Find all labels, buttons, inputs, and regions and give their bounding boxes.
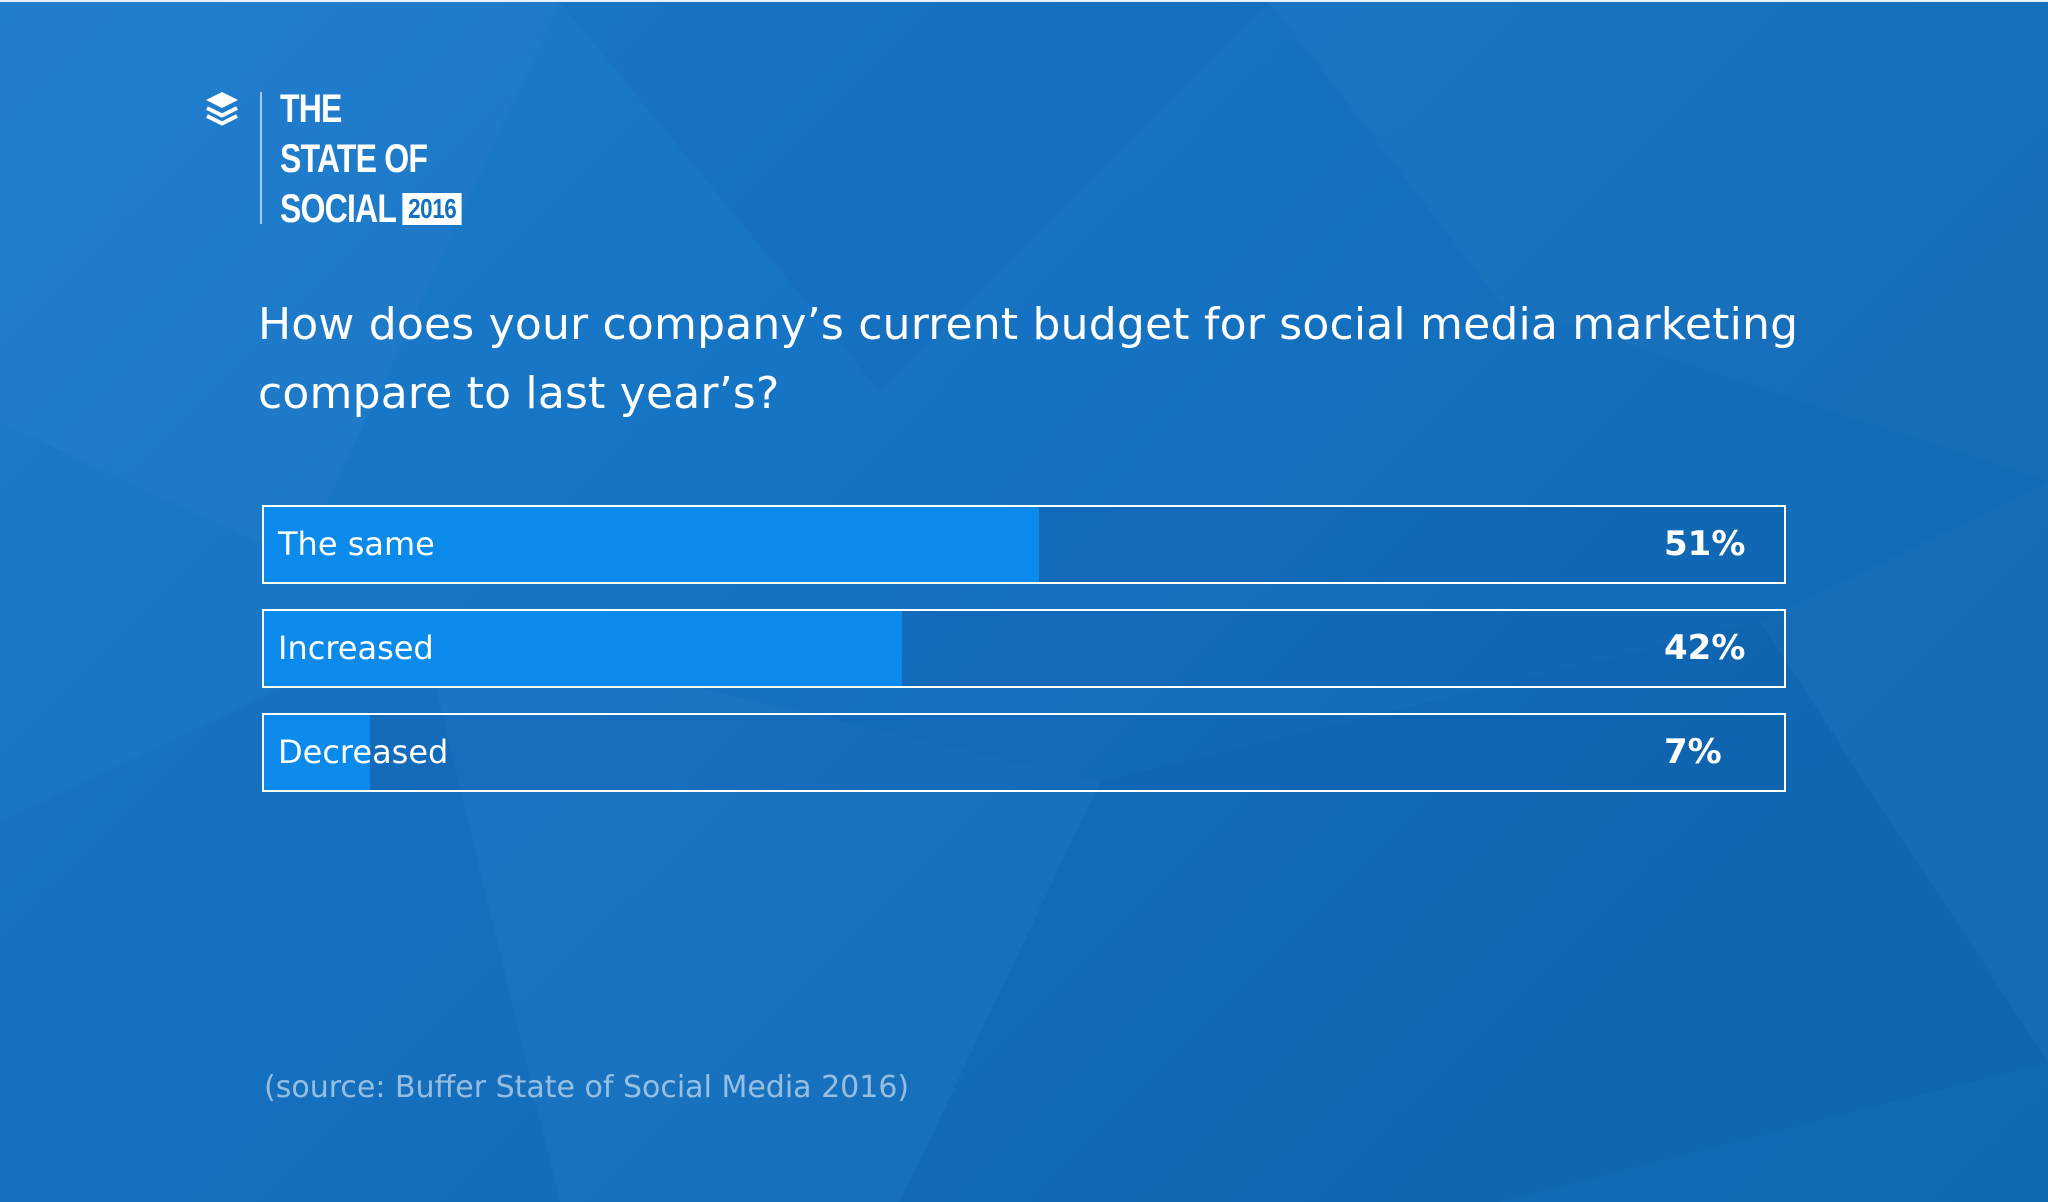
bar-row: The same 51% [262,505,1786,584]
bar-value-label: 51% [1664,524,1746,564]
bar [264,507,1039,582]
bar-value-label: 7% [1664,732,1722,772]
layers-icon [206,92,238,126]
chart-title: How does your company’s current budget f… [258,299,1799,419]
bar-category-label: The same [278,525,435,563]
logo-line-3: SOCIAL [280,187,397,231]
source-note: (source: Buffer State of Social Media 20… [264,1070,910,1105]
bar-value-label: 42% [1664,628,1746,668]
logo-line-2: STATE OF [280,137,428,181]
bar [264,611,902,686]
bar-category-label: Decreased [278,733,449,771]
bar-chart: The same 51% Increased 42% Decreased 7% [262,505,1786,817]
bar-row: Decreased 7% [262,713,1786,792]
logo-line-1: THE [280,87,342,131]
year-badge: 2016 [402,193,462,225]
logo-wordmark: THE STATE OF SOCIAL 2016 [280,84,462,234]
logo-divider [260,92,262,224]
bar-category-label: Increased [278,629,434,667]
bar-row: Increased 42% [262,609,1786,688]
bar [264,715,370,790]
